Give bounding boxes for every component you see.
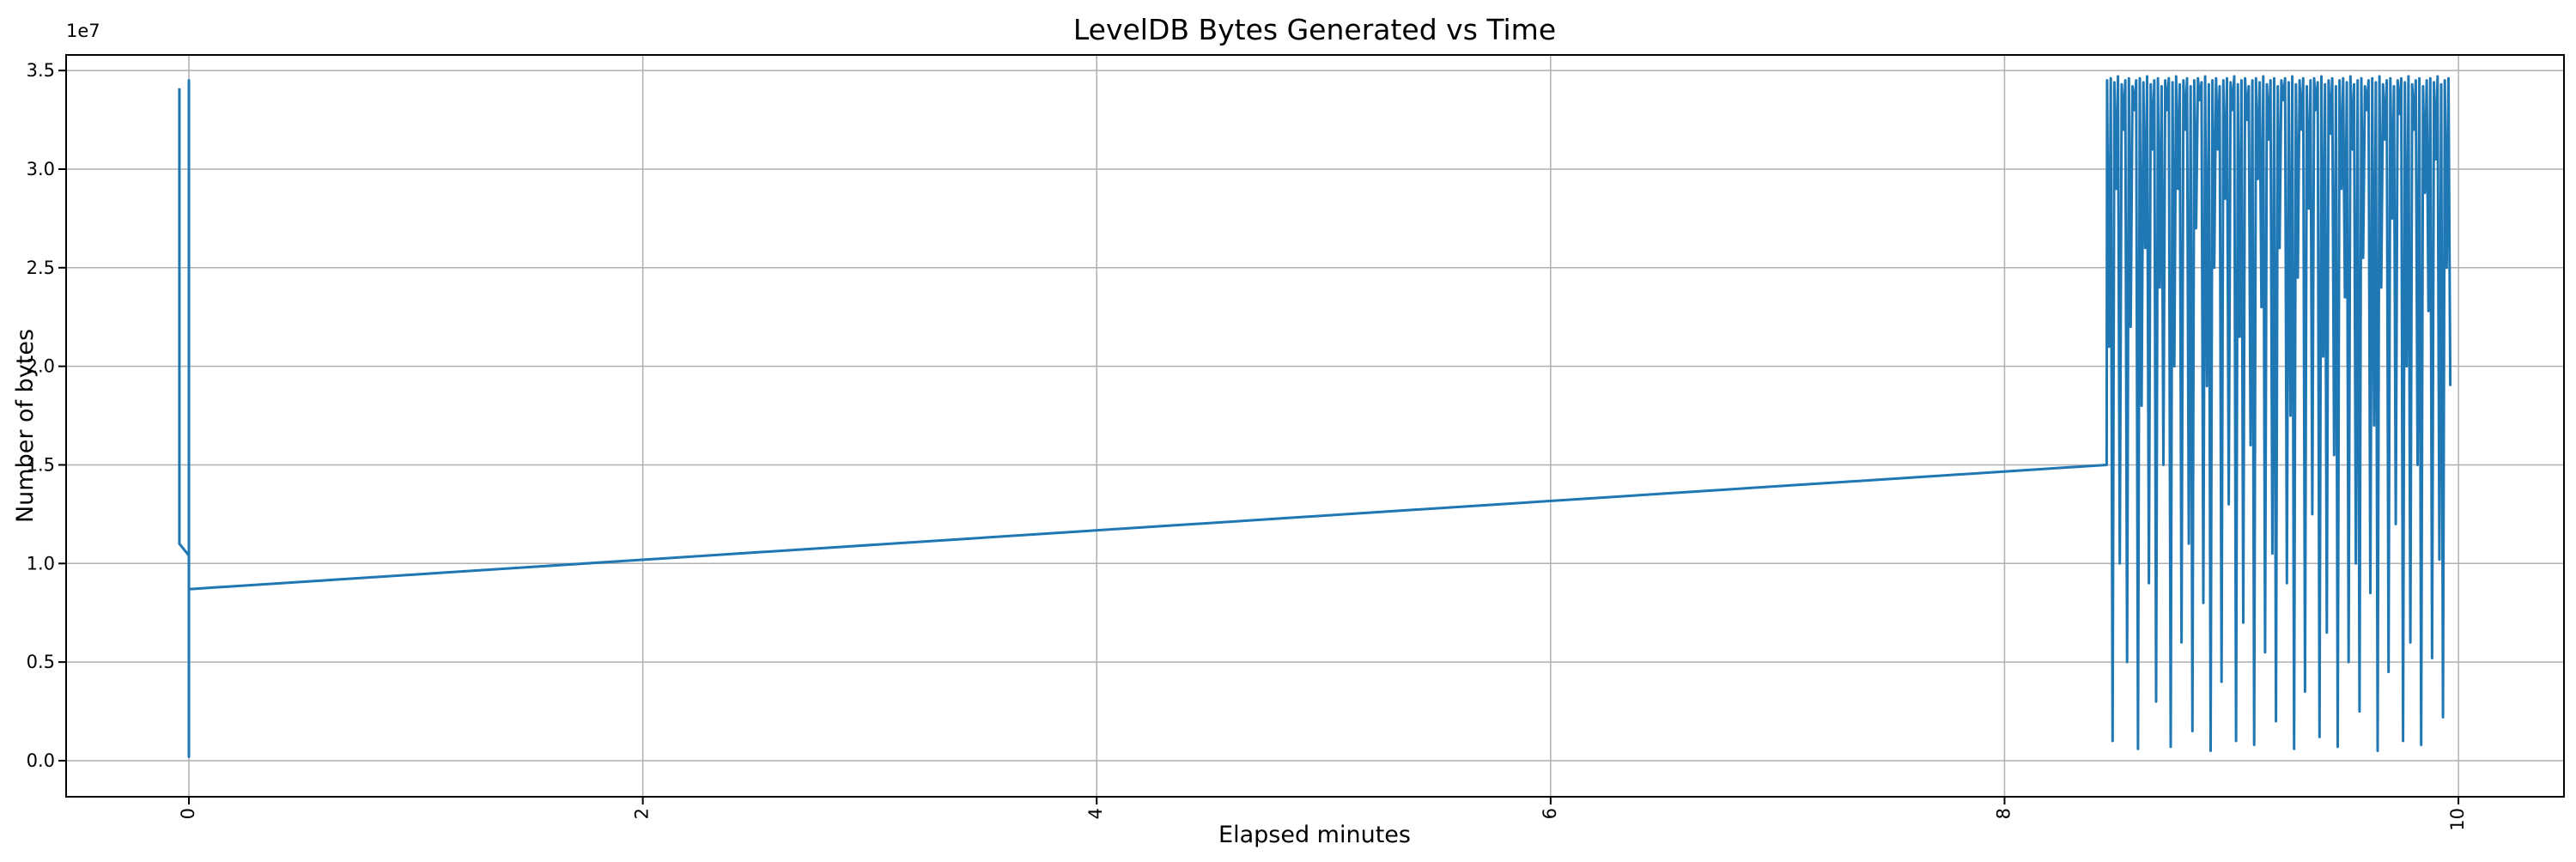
x-tick-label: 2: [632, 808, 653, 819]
y-tick-label: 2.0: [27, 356, 55, 377]
y-tick-label: 1.0: [27, 553, 55, 574]
y-axis-label: Number of bytes: [12, 329, 39, 523]
x-tick-label: 10: [2447, 808, 2468, 831]
plot-border: [65, 54, 2565, 798]
x-tick-label: 8: [1993, 808, 2014, 819]
y-tick-label: 0.5: [27, 652, 55, 672]
x-tick-label: 0: [178, 808, 198, 819]
y-axis-offset-label: 1e7: [66, 21, 100, 41]
tick-marks: [58, 70, 2460, 804]
y-tick-label: 0.0: [27, 750, 55, 771]
x-tick-labels: 0 2 4 6 8 10: [178, 808, 2468, 831]
data-line: [178, 75, 2452, 758]
chart-title: LevelDB Bytes Generated vs Time: [1073, 13, 1556, 46]
y-tick-label: 2.5: [27, 258, 55, 278]
y-tick-label: 3.5: [27, 60, 55, 81]
x-axis-label: Elapsed minutes: [1218, 822, 1411, 848]
x-tick-label: 4: [1085, 808, 1106, 819]
y-tick-label: 1.5: [27, 454, 55, 475]
y-tick-label: 3.0: [27, 159, 55, 179]
y-tick-labels: 0.0 0.5 1.0 1.5 2.0 2.5 3.0 3.5: [27, 60, 55, 771]
x-tick-label: 6: [1540, 808, 1560, 819]
